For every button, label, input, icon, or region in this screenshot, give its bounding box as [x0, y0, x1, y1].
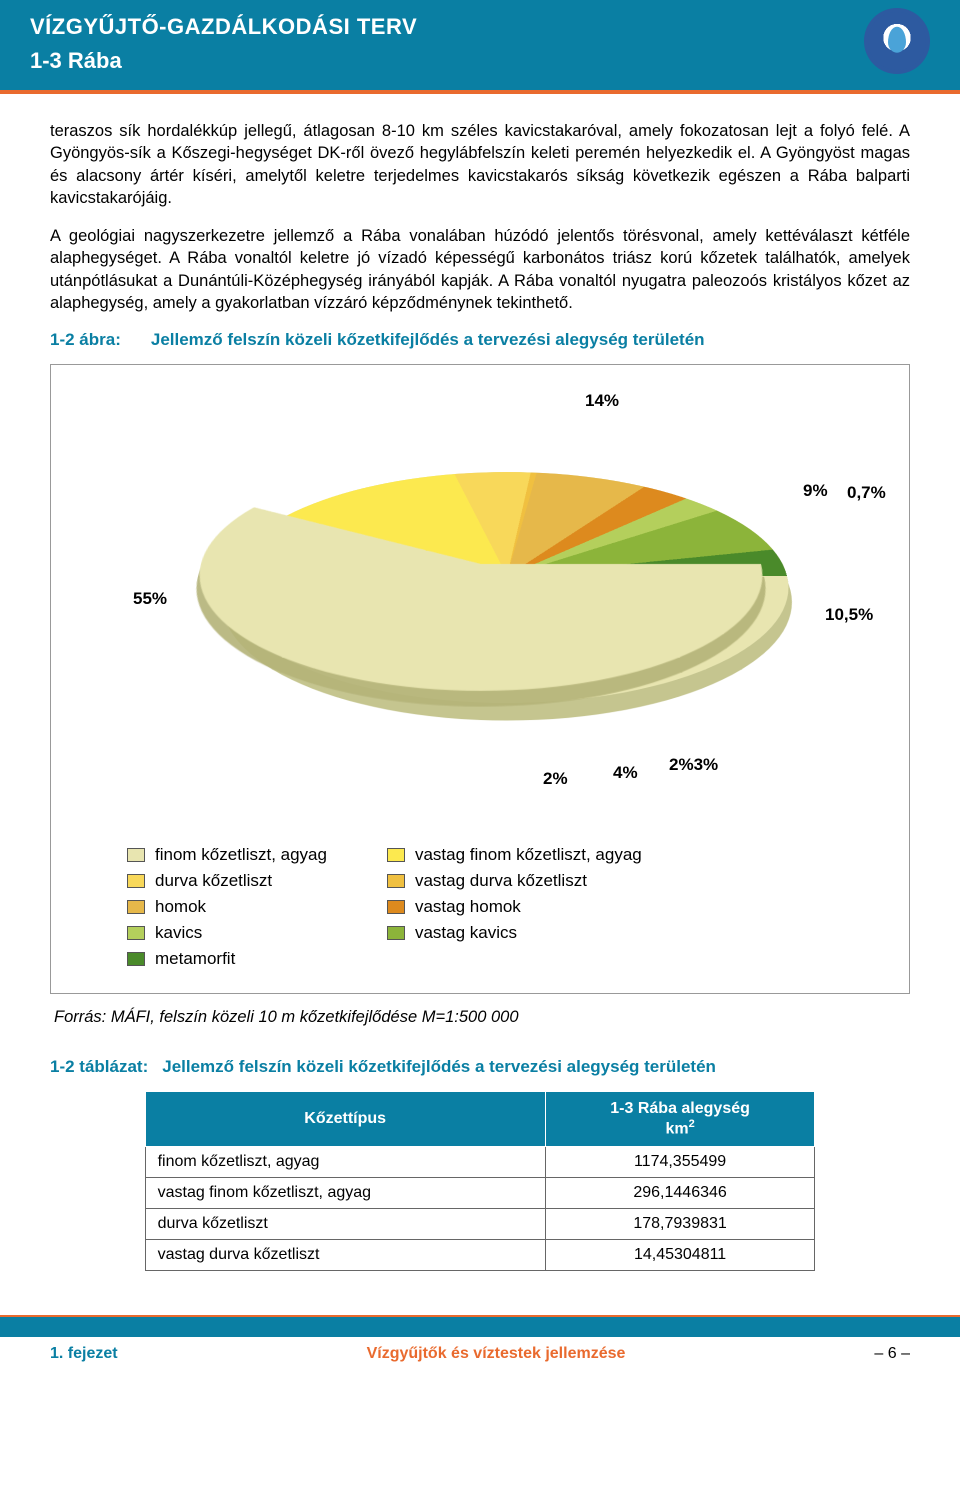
table-cell-value: 296,1446346 — [545, 1178, 815, 1209]
legend-item: durva kőzetliszt — [127, 871, 327, 891]
table-cell-value: 1174,355499 — [545, 1147, 815, 1178]
pie-slice-label: 14% — [585, 391, 619, 411]
legend-label: vastag homok — [415, 897, 521, 917]
legend-swatch-icon — [127, 900, 145, 914]
header-title: VÍZGYŰJTŐ-GAZDÁLKODÁSI TERV — [30, 14, 930, 40]
table-row: durva kőzetliszt178,7939831 — [145, 1209, 815, 1240]
footer-section-title: Vízgyűjtők és víztestek jellemzése — [367, 1345, 626, 1363]
legend-label: vastag durva kőzetliszt — [415, 871, 587, 891]
table-header-area-sup: 2 — [689, 1118, 695, 1130]
legend-column-1: finom kőzetliszt, agyag durva kőzetliszt h… — [127, 845, 327, 969]
table-header-rocktype: Kőzettípus — [145, 1092, 545, 1147]
table-cell-name: vastag durva kőzetliszt — [145, 1240, 545, 1271]
page-header: VÍZGYŰJTŐ-GAZDÁLKODÁSI TERV 1-3 Rába — [0, 0, 960, 94]
chart-legend: finom kőzetliszt, agyag durva kőzetliszt h… — [57, 831, 903, 975]
eu-water-emblem-icon — [864, 8, 930, 74]
table-header-area: 1-3 Rába alegység km2 — [545, 1092, 815, 1147]
legend-swatch-icon — [127, 848, 145, 862]
table-cell-name: finom kőzetliszt, agyag — [145, 1147, 545, 1178]
legend-label: vastag kavics — [415, 923, 517, 943]
legend-item: vastag kavics — [387, 923, 642, 943]
legend-label: vastag finom kőzetliszt, agyag — [415, 845, 642, 865]
legend-swatch-icon — [387, 874, 405, 888]
pie-slice-label: 55% — [133, 589, 167, 609]
legend-swatch-icon — [127, 952, 145, 966]
legend-swatch-icon — [387, 848, 405, 862]
legend-label: durva kőzetliszt — [155, 871, 272, 891]
legend-label: kavics — [155, 923, 202, 943]
pie-slice-label: 2% — [543, 769, 568, 789]
figure-caption: 1-2 ábra: Jellemző felszín közeli kőzetk… — [50, 330, 910, 350]
table-row: vastag durva kőzetliszt14,45304811 — [145, 1240, 815, 1271]
table-cell-value: 14,45304811 — [545, 1240, 815, 1271]
legend-item: kavics — [127, 923, 327, 943]
footer-bar — [0, 1315, 960, 1337]
legend-column-2: vastag finom kőzetliszt, agyag vastag dur… — [387, 845, 642, 969]
figure-number: 1-2 ábra: — [50, 330, 121, 350]
legend-label: homok — [155, 897, 206, 917]
legend-item: vastag durva kőzetliszt — [387, 871, 642, 891]
page-content: teraszos sík hordalékkúp jellegű, átlago… — [0, 94, 960, 1281]
table-header-area-line1: 1-3 Rába alegység — [610, 1100, 750, 1117]
legend-swatch-icon — [127, 926, 145, 940]
header-subtitle: 1-3 Rába — [30, 48, 930, 74]
legend-item: metamorfit — [127, 949, 327, 969]
page-footer: 1. fejezet Vízgyűjtők és víztestek jelle… — [0, 1337, 960, 1381]
legend-item: finom kőzetliszt, agyag — [127, 845, 327, 865]
figure-title: Jellemző felszín közeli kőzetkifejlődés … — [151, 330, 705, 350]
pie-slice-label: 10,5% — [825, 605, 873, 625]
legend-swatch-icon — [387, 900, 405, 914]
table-row: vastag finom kőzetliszt, agyag296,144634… — [145, 1178, 815, 1209]
footer-chapter: 1. fejezet — [50, 1345, 118, 1363]
legend-swatch-icon — [387, 926, 405, 940]
table-caption: 1-2 táblázat: Jellemző felszín közeli kő… — [50, 1057, 910, 1077]
legend-label: finom kőzetliszt, agyag — [155, 845, 327, 865]
table-number: 1-2 táblázat: — [50, 1057, 148, 1077]
rock-type-table: Kőzettípus 1-3 Rába alegység km2 finom k… — [145, 1091, 816, 1271]
legend-item: vastag finom kőzetliszt, agyag — [387, 845, 642, 865]
pie-slice-label: 9% — [803, 481, 828, 501]
legend-item: vastag homok — [387, 897, 642, 917]
table-row: finom kőzetliszt, agyag1174,355499 — [145, 1147, 815, 1178]
pie-chart-container: 55% 14% 9% 0,7% 10,5% 2%3% 4% 2% finom kőzetlis… — [50, 364, 910, 994]
paragraph-1: teraszos sík hordalékkúp jellegű, átlago… — [50, 120, 910, 209]
legend-label: metamorfit — [155, 949, 235, 969]
legend-swatch-icon — [127, 874, 145, 888]
figure-source: Forrás: MÁFI, felszín közeli 10 m kőzetk… — [54, 1008, 910, 1027]
legend-item: homok — [127, 897, 327, 917]
table-cell-name: vastag finom kőzetliszt, agyag — [145, 1178, 545, 1209]
table-header-area-unit: km — [665, 1120, 688, 1137]
table-cell-value: 178,7939831 — [545, 1209, 815, 1240]
table-title: Jellemző felszín közeli kőzetkifejlődés … — [162, 1057, 716, 1077]
paragraph-2: A geológiai nagyszerkezetre jellemző a R… — [50, 225, 910, 314]
pie-slice-label: 2%3% — [669, 755, 718, 775]
pie-chart: 55% 14% 9% 0,7% 10,5% 2%3% 4% 2% — [57, 371, 903, 831]
pie-slice-label: 0,7% — [847, 483, 886, 503]
footer-page-number: – 6 – — [874, 1345, 910, 1363]
table-cell-name: durva kőzetliszt — [145, 1209, 545, 1240]
pie-slice-label: 4% — [613, 763, 638, 783]
